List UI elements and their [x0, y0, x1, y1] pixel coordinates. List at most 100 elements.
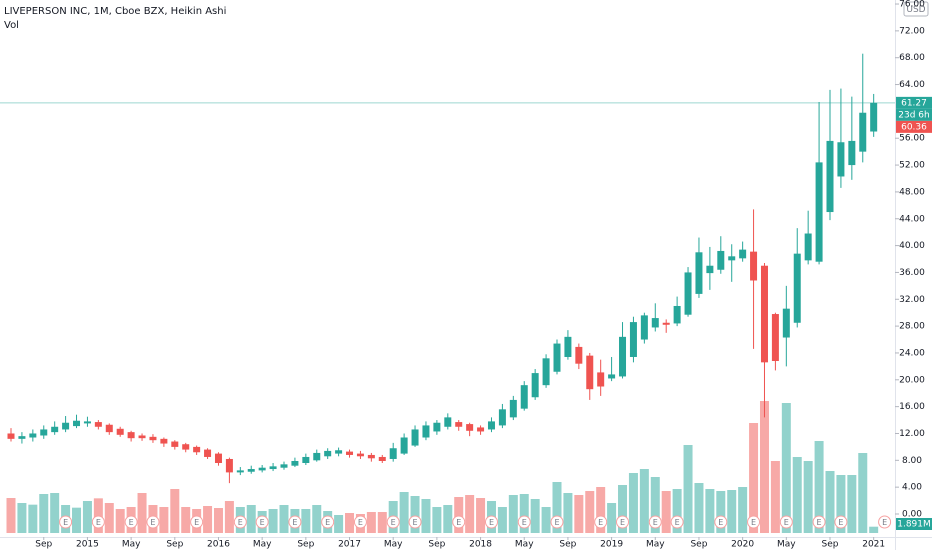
- volume-bar: [17, 503, 27, 533]
- y-tick-label: 12.00: [899, 429, 925, 439]
- candle-body: [225, 458, 233, 473]
- volume-bar: [432, 507, 442, 533]
- candle-body: [771, 314, 779, 362]
- candle-body: [553, 343, 561, 372]
- candle-body: [138, 435, 146, 439]
- candle-body: [258, 467, 266, 471]
- earnings-circle: [878, 515, 892, 529]
- candle-body: [236, 470, 244, 473]
- candle-body: [291, 460, 299, 466]
- earnings-circle: [386, 515, 400, 529]
- candle-body: [531, 373, 539, 398]
- x-tick-label: May: [384, 540, 403, 550]
- earnings-circle: [670, 515, 684, 529]
- earnings-marker: E: [714, 515, 728, 529]
- volume-bar: [508, 495, 518, 533]
- y-tick-label: 68.00: [899, 53, 925, 63]
- volume-bar: [312, 505, 322, 533]
- earnings-marker: E: [146, 515, 160, 529]
- earnings-label: E: [260, 518, 265, 527]
- y-tick-label: 76.00: [899, 0, 925, 10]
- earnings-circle: [714, 515, 728, 529]
- second-price-tag: [896, 120, 932, 133]
- y-tick-label: 16.00: [899, 402, 925, 412]
- earnings-circle: [779, 515, 793, 529]
- earnings-marker: E: [484, 515, 498, 529]
- volume-bar: [399, 492, 409, 533]
- volume-bar: [552, 482, 562, 533]
- y-tick-label: 24.00: [899, 348, 925, 358]
- earnings-label: E: [817, 518, 822, 527]
- earnings-marker: E: [353, 515, 367, 529]
- volume-bar: [738, 487, 748, 533]
- candle-body: [477, 427, 485, 432]
- candle-body: [411, 429, 419, 446]
- candle-body: [629, 322, 637, 357]
- earnings-marker: E: [779, 515, 793, 529]
- earnings-label: E: [129, 518, 134, 527]
- currency-box[interactable]: [903, 1, 929, 17]
- last-price-label: 61.27: [901, 98, 927, 108]
- earnings-marker: E: [288, 515, 302, 529]
- earnings-circle: [321, 515, 335, 529]
- candle-body: [346, 451, 354, 455]
- x-tick-label: Sep: [35, 540, 52, 550]
- candle-body: [837, 142, 845, 177]
- x-tick-label: May: [253, 540, 272, 550]
- earnings-label: E: [456, 518, 461, 527]
- candle-body: [706, 265, 714, 274]
- candle-body: [848, 140, 856, 166]
- volume-bar: [476, 498, 486, 533]
- candle-body: [7, 433, 15, 439]
- volume-bar: [268, 509, 278, 533]
- candle-body: [171, 441, 179, 447]
- candle-body: [204, 449, 212, 457]
- candle-body: [717, 250, 725, 270]
- candle-body: [269, 466, 277, 470]
- earnings-label: E: [325, 518, 330, 527]
- x-tick-label: 2020: [731, 540, 754, 550]
- earnings-label: E: [238, 518, 243, 527]
- x-tick-label: Sep: [166, 540, 183, 550]
- candle-body: [684, 272, 692, 315]
- earnings-circle: [146, 515, 160, 529]
- volume-bar: [213, 508, 223, 533]
- earnings-label: E: [150, 518, 155, 527]
- candle-body: [149, 436, 157, 441]
- volume-bar: [672, 489, 682, 533]
- volume-bar: [279, 505, 289, 533]
- x-tick-label: May: [777, 540, 796, 550]
- volume-bar: [596, 487, 606, 533]
- candle-body: [400, 437, 408, 454]
- earnings-circle: [834, 515, 848, 529]
- y-tick-label: 72.00: [899, 26, 925, 36]
- x-tick-label: Sep: [822, 540, 839, 550]
- candle-body: [695, 252, 703, 294]
- countdown-label: 23d 6h: [898, 110, 929, 120]
- candle-body: [193, 446, 201, 453]
- y-tick-label: 28.00: [899, 322, 925, 332]
- volume-bar: [39, 494, 49, 533]
- y-tick-label: 40.00: [899, 241, 925, 251]
- candle-body: [214, 453, 222, 464]
- volume-bar: [814, 441, 824, 533]
- earnings-marker: E: [878, 515, 892, 529]
- volume-bar: [585, 491, 595, 533]
- earnings-circle: [594, 515, 608, 529]
- volume-bar: [334, 515, 344, 533]
- volume-bar: [159, 507, 169, 533]
- candle-body: [575, 346, 583, 364]
- candle-body: [564, 336, 572, 357]
- earnings-label: E: [838, 518, 843, 527]
- volume-bar: [530, 499, 540, 533]
- volume-bar: [716, 491, 726, 533]
- candle-body: [728, 256, 736, 261]
- volume-last-label: 1.891M: [897, 520, 931, 530]
- volume-bar: [497, 507, 507, 533]
- volume-bar: [563, 493, 573, 533]
- volume-bar: [825, 471, 835, 533]
- candle-body: [356, 453, 364, 457]
- candle-body: [94, 422, 102, 427]
- earnings-circle: [550, 515, 564, 529]
